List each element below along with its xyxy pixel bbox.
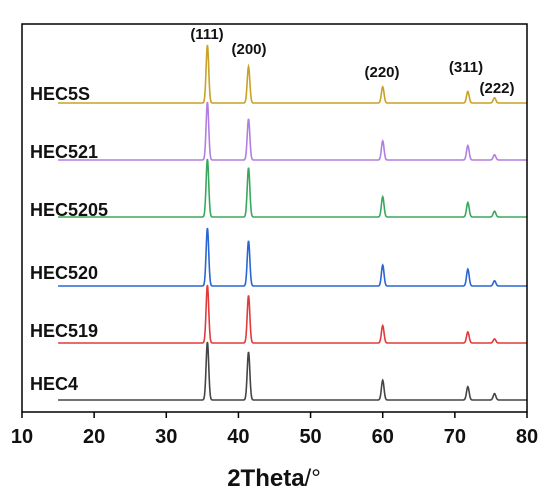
series-line-hec519 (58, 284, 527, 344)
series-line-hec5205 (58, 158, 527, 218)
series-label-hec5205: HEC5205 (30, 200, 108, 220)
x-tick-label-70: 70 (444, 426, 466, 448)
series-label-hec521: HEC521 (30, 142, 98, 162)
series-line-hec520 (58, 227, 527, 287)
peak-label-111: (111) (190, 26, 223, 43)
plot-frame (21, 23, 528, 413)
x-tick-label-60: 60 (372, 426, 394, 448)
peak-labels: (111) (200) (220) (311) (222) (190, 26, 514, 97)
x-tick-label-20: 20 (83, 426, 105, 448)
peak-label-220: (220) (364, 64, 399, 81)
peak-label-222: (222) (479, 80, 514, 97)
x-tick-label-50: 50 (299, 426, 321, 448)
series-line-hec4 (58, 341, 527, 401)
x-axis-title: 2Theta/° (227, 465, 321, 492)
x-tick-label-30: 30 (155, 426, 177, 448)
series-label-hec4: HEC4 (30, 374, 78, 394)
series-line-hec521 (58, 101, 527, 161)
plot-area (58, 44, 527, 401)
peak-label-311: (311) (449, 59, 483, 76)
series-line-hec5s (58, 44, 527, 104)
x-axis: 10 20 30 40 50 60 70 80 (11, 412, 538, 448)
series-label-hec519: HEC519 (30, 321, 98, 341)
series-label-hec5s: HEC5S (30, 84, 90, 104)
series-label-hec520: HEC520 (30, 263, 98, 283)
x-tick-label-10: 10 (11, 426, 33, 448)
series-labels: HEC5S HEC521 HEC5205 HEC520 HEC519 HEC4 (30, 84, 108, 394)
x-tick-label-80: 80 (516, 426, 538, 448)
x-axis-title-main: 2Theta (227, 465, 305, 492)
x-axis-title-unit: /° (305, 465, 321, 492)
x-tick-label-40: 40 (227, 426, 249, 448)
peak-label-200: (200) (231, 41, 266, 58)
